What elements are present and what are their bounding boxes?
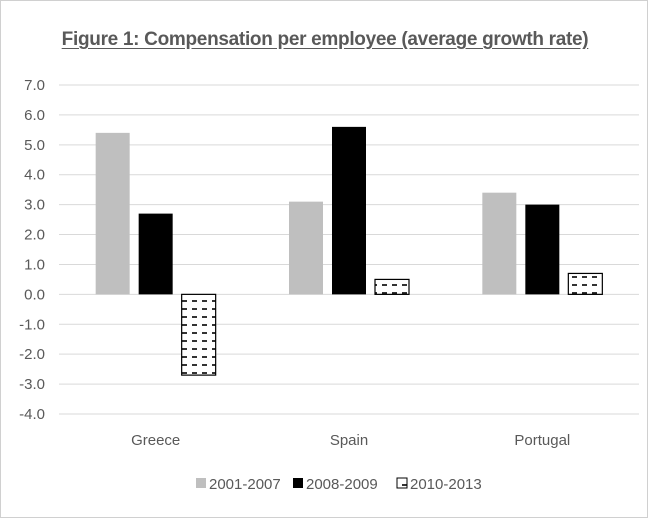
y-tick-label: 5.0 <box>24 137 45 154</box>
y-tick-label: -3.0 <box>19 376 45 393</box>
legend-label: 2010-2013 <box>410 476 482 493</box>
legend-swatch-2010-2013 <box>396 477 408 489</box>
x-category-label: Greece <box>131 432 180 449</box>
y-tick-label: 3.0 <box>24 197 45 214</box>
y-tick-label: 6.0 <box>24 107 45 124</box>
bar-2001-2007-Spain <box>289 201 323 295</box>
legend-swatch-2008-2009 <box>293 478 303 488</box>
y-tick-label: 0.0 <box>24 286 45 303</box>
bar-2008-2009-Spain <box>332 126 366 295</box>
legend-swatch-2001-2007 <box>196 478 206 488</box>
chart-title: Figure 1: Compensation per employee (ave… <box>61 29 589 50</box>
x-category-label: Portugal <box>514 432 570 449</box>
bar-2001-2007-Greece <box>95 132 130 295</box>
y-tick-label: -1.0 <box>19 316 45 333</box>
y-tick-label: -2.0 <box>19 346 45 363</box>
bar-2001-2007-Portugal <box>482 192 517 295</box>
bar-2010-2013-Greece <box>181 293 217 376</box>
bar-2010-2013-Portugal <box>567 272 603 295</box>
legend-label: 2001-2007 <box>209 476 281 493</box>
y-tick-label: 7.0 <box>24 77 45 94</box>
bar-2008-2009-Portugal <box>525 204 560 295</box>
y-tick-label: -4.0 <box>19 406 45 423</box>
bars <box>95 126 603 376</box>
legend: 2001-2007 2008-2009 2010-2013 <box>196 476 482 493</box>
y-tick-label: 4.0 <box>24 167 45 184</box>
x-category-label: Spain <box>330 432 368 449</box>
x-axis-categories: Greece Spain Portugal <box>131 432 570 449</box>
bar-2008-2009-Greece <box>138 213 173 295</box>
legend-label: 2008-2009 <box>306 476 378 493</box>
y-axis-ticks: 7.0 6.0 5.0 4.0 3.0 2.0 1.0 0.0 -1.0 -2.0 -3.0 -4.0 <box>19 77 45 423</box>
bar-2010-2013-Spain <box>374 278 410 295</box>
y-tick-label: 2.0 <box>24 227 45 244</box>
y-tick-label: 1.0 <box>24 256 45 273</box>
